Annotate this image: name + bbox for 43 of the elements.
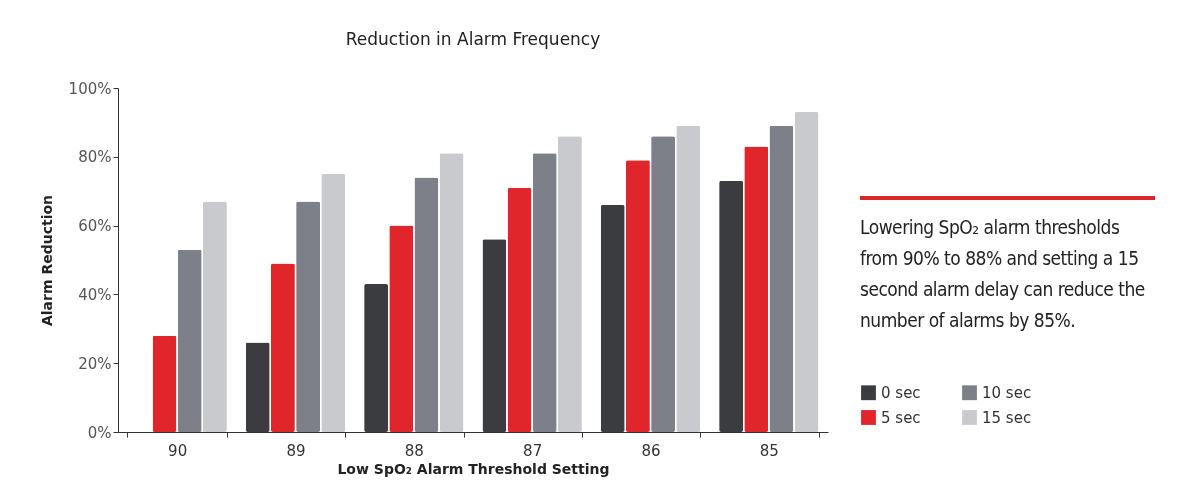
bar: [557, 136, 582, 432]
y-axis-title: Alarm Reduction: [38, 194, 55, 327]
bar: [364, 284, 389, 432]
bar: [414, 177, 439, 432]
legend-label: 15 sec: [982, 408, 1032, 427]
text: Lowering SpO₂ alarm thresholds from 90% to 88% and setting a 15 second alarm delay can reduce the number of alarms by 85%.: [860, 215, 1146, 333]
x-tick-label: 89: [286, 441, 306, 460]
bar: [270, 263, 295, 432]
bar: [719, 180, 744, 432]
bar: [651, 136, 676, 432]
bar: [439, 153, 464, 432]
legend-label: 5 sec: [881, 408, 921, 427]
bar: [389, 225, 414, 432]
y-tick-label: 40%: [78, 285, 112, 304]
bar: [600, 204, 625, 432]
bar: [744, 146, 769, 432]
x-tick-label: 86: [641, 441, 661, 460]
bar: [625, 160, 650, 432]
chart-title: Reduction in Alarm Frequency: [345, 29, 601, 49]
bar: [152, 335, 177, 432]
y-tick-label: 0%: [87, 423, 112, 442]
x-tick-label: 88: [404, 441, 424, 460]
bar: [296, 201, 321, 432]
bar: [507, 187, 532, 432]
legend-label: 10 sec: [982, 383, 1032, 402]
y-tick-label: 60%: [78, 217, 112, 236]
bar: [482, 239, 507, 432]
bar: [245, 342, 270, 432]
bar: [794, 112, 819, 432]
x-tick-label: 87: [523, 441, 543, 460]
x-axis-title: Low SpO₂ Alarm Threshold Setting: [337, 460, 610, 477]
legend-label: 0 sec: [881, 383, 921, 402]
bar: [202, 201, 227, 432]
bar: [177, 249, 202, 432]
bar: [676, 125, 701, 432]
bar: [769, 125, 794, 432]
y-tick-label: 80%: [78, 148, 112, 167]
bar: [321, 174, 346, 432]
x-tick-label: 90: [168, 441, 188, 460]
bar: [532, 153, 557, 432]
x-tick-label: 85: [759, 441, 779, 460]
y-tick-label: 20%: [78, 354, 112, 373]
y-tick-label: 100%: [68, 79, 112, 98]
